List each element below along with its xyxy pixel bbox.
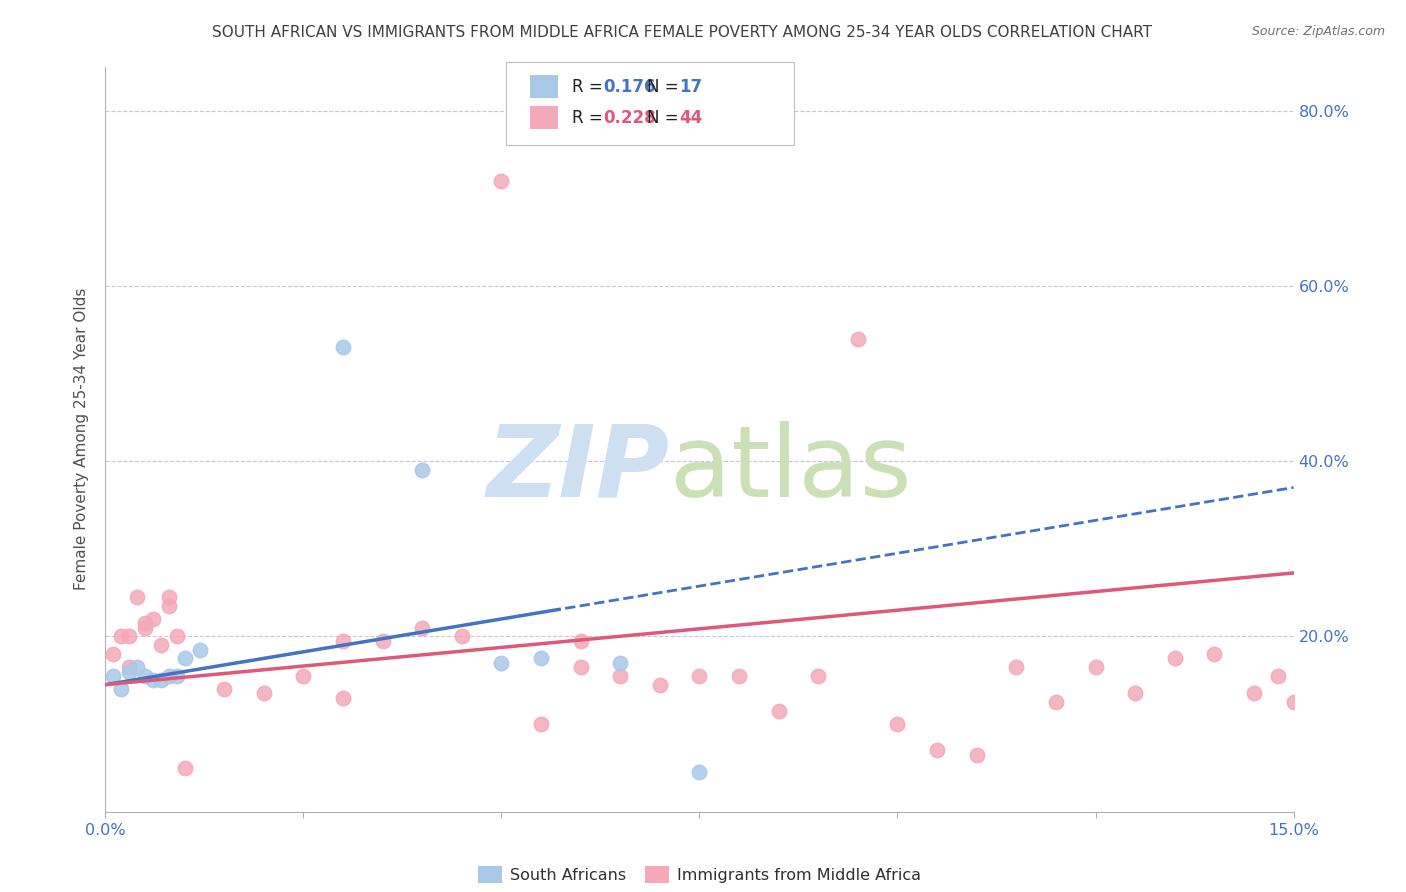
Point xyxy=(142,612,165,626)
Point xyxy=(332,690,354,705)
Point xyxy=(768,704,790,718)
Point xyxy=(411,463,433,477)
Point xyxy=(118,660,141,674)
Point xyxy=(530,717,553,731)
Text: R =: R = xyxy=(572,109,609,127)
Point xyxy=(1164,651,1187,665)
Text: N =: N = xyxy=(647,109,683,127)
Point xyxy=(214,681,236,696)
Point xyxy=(127,660,149,674)
Point xyxy=(103,647,125,661)
Point xyxy=(371,633,394,648)
Point xyxy=(1267,669,1289,683)
Point xyxy=(166,630,188,644)
Point xyxy=(648,678,671,692)
Point xyxy=(1282,695,1305,709)
Point xyxy=(110,681,132,696)
Point xyxy=(173,761,195,775)
Point xyxy=(411,621,433,635)
Point xyxy=(110,630,132,644)
Point xyxy=(689,765,711,780)
Point xyxy=(807,669,830,683)
Point xyxy=(157,590,180,604)
Point xyxy=(332,340,354,354)
Point xyxy=(134,616,156,631)
Point xyxy=(157,599,180,613)
Point xyxy=(609,669,631,683)
Point xyxy=(569,660,592,674)
Point xyxy=(292,669,315,683)
Text: 0.228: 0.228 xyxy=(603,109,655,127)
Point xyxy=(134,669,156,683)
Point xyxy=(190,642,212,657)
Point xyxy=(1045,695,1067,709)
Point xyxy=(689,669,711,683)
Text: 0.176: 0.176 xyxy=(603,78,655,95)
Point xyxy=(173,651,195,665)
Point xyxy=(118,665,141,679)
Point xyxy=(118,630,141,644)
Point xyxy=(149,673,172,688)
Point xyxy=(142,673,165,688)
Point xyxy=(1243,686,1265,700)
Point xyxy=(609,656,631,670)
Text: SOUTH AFRICAN VS IMMIGRANTS FROM MIDDLE AFRICA FEMALE POVERTY AMONG 25-34 YEAR O: SOUTH AFRICAN VS IMMIGRANTS FROM MIDDLE … xyxy=(212,25,1152,40)
Text: 17: 17 xyxy=(679,78,702,95)
Point xyxy=(127,590,149,604)
Text: Source: ZipAtlas.com: Source: ZipAtlas.com xyxy=(1251,25,1385,38)
Point xyxy=(1005,660,1028,674)
Text: atlas: atlas xyxy=(669,421,911,517)
Point xyxy=(253,686,276,700)
Point xyxy=(1123,686,1146,700)
Text: 44: 44 xyxy=(679,109,703,127)
Y-axis label: Female Poverty Among 25-34 Year Olds: Female Poverty Among 25-34 Year Olds xyxy=(75,288,90,591)
Point xyxy=(728,669,751,683)
Point xyxy=(491,174,513,188)
Text: N =: N = xyxy=(647,78,683,95)
Point xyxy=(157,669,180,683)
Text: ZIP: ZIP xyxy=(486,421,669,517)
Point xyxy=(1204,647,1226,661)
Point xyxy=(134,621,156,635)
Point xyxy=(846,332,869,346)
Text: R =: R = xyxy=(572,78,609,95)
Point xyxy=(491,656,513,670)
Point xyxy=(530,651,553,665)
Point xyxy=(966,747,988,762)
Point xyxy=(886,717,908,731)
Point xyxy=(166,669,188,683)
Point xyxy=(450,630,472,644)
Legend: South Africans, Immigrants from Middle Africa: South Africans, Immigrants from Middle A… xyxy=(471,860,928,889)
Point xyxy=(332,633,354,648)
Point xyxy=(925,743,948,757)
Point xyxy=(569,633,592,648)
Point xyxy=(1084,660,1107,674)
Point xyxy=(103,669,125,683)
Point xyxy=(149,638,172,652)
